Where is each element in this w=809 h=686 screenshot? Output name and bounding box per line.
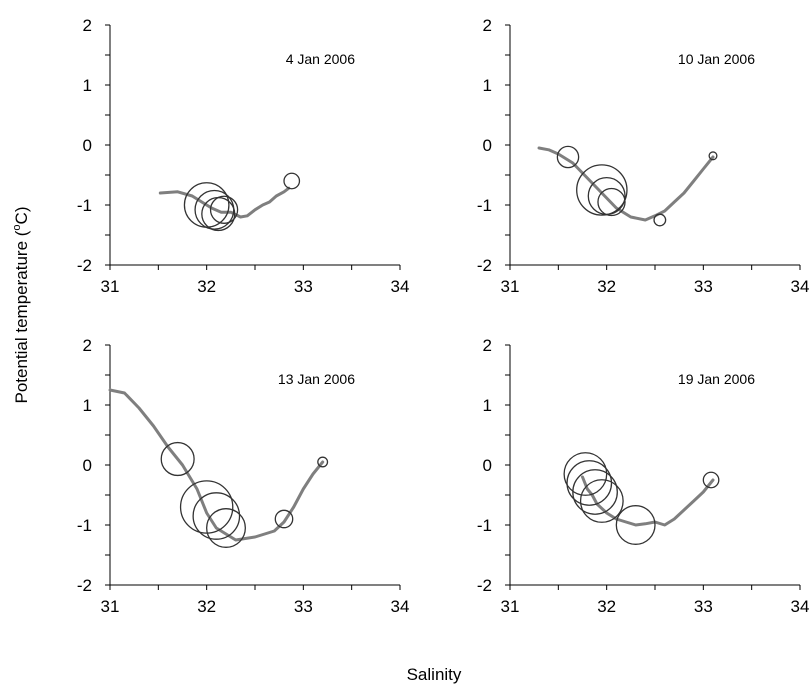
y-tick-label: 0 (83, 456, 92, 475)
y-tick-label: 1 (83, 76, 92, 95)
x-tick-label: 32 (597, 597, 616, 616)
x-tick-label: 33 (694, 277, 713, 296)
x-tick-label: 32 (197, 597, 216, 616)
y-tick-label: 2 (83, 16, 92, 35)
y-tick-label: 1 (483, 396, 492, 415)
panel-2: -2 -1 0 1 2 31 32 33 34 10 Jan 2006 (477, 16, 809, 296)
panel-date-label: 13 Jan 2006 (278, 371, 355, 387)
x-tick-label: 31 (101, 597, 120, 616)
x-tick-label: 32 (597, 277, 616, 296)
bubble-marker (283, 172, 301, 190)
bubble-marker (597, 187, 626, 217)
y-tick-label: -2 (77, 256, 92, 275)
panel-date-label: 10 Jan 2006 (678, 51, 755, 67)
bubble-marker (206, 508, 246, 548)
bubble-marker (702, 471, 720, 489)
y-axis-label-end: C) (12, 207, 31, 225)
x-tick-label: 33 (294, 277, 313, 296)
bubble-marker (576, 164, 628, 216)
panel-4: -2 -1 0 1 2 31 32 33 34 19 Jan 2006 (477, 336, 809, 616)
bubble-marker (563, 452, 608, 496)
x-tick-label: 33 (294, 597, 313, 616)
bubble-marker (653, 213, 667, 227)
bubble-marker (160, 441, 195, 477)
y-tick-label: -2 (477, 576, 492, 595)
x-tick-label: 32 (197, 277, 216, 296)
bubble-marker (566, 460, 613, 506)
y-tick-label: -1 (77, 516, 92, 535)
x-tick-label: 31 (501, 277, 520, 296)
y-axis-label: Potential temperature (oC) (11, 207, 31, 404)
bubble-marker (556, 145, 580, 169)
y-tick-label: 1 (83, 396, 92, 415)
bubble-marker (192, 492, 241, 540)
x-tick-label: 34 (391, 597, 410, 616)
series-line (581, 475, 715, 527)
series-line (537, 146, 715, 222)
x-tick-label: 34 (391, 277, 410, 296)
y-tick-label: 0 (483, 456, 492, 475)
bubble-marker (317, 456, 329, 468)
panel-date-label: 19 Jan 2006 (678, 371, 755, 387)
panel-3: -2 -1 0 1 2 31 32 33 34 13 Jan 2006 (77, 336, 410, 616)
series-line (158, 186, 291, 219)
series-line (108, 388, 325, 542)
panel-date-label: 4 Jan 2006 (286, 51, 355, 67)
bubble-marker (615, 505, 656, 545)
y-tick-label: -1 (477, 516, 492, 535)
y-tick-label: 2 (83, 336, 92, 355)
panel-1: -2 -1 0 1 2 31 32 33 34 4 Jan 2006 (77, 16, 410, 296)
y-tick-label: 1 (483, 76, 492, 95)
bubble-marker (708, 151, 718, 161)
x-tick-label: 34 (791, 597, 809, 616)
bubble-marker (579, 479, 624, 523)
y-tick-label: -2 (77, 576, 92, 595)
y-axis-label-sup: o (11, 224, 23, 230)
y-tick-label: -1 (77, 196, 92, 215)
bubble-marker (201, 196, 236, 232)
bubble-marker (179, 480, 234, 534)
y-axis-label-main: Potential temperature ( (12, 230, 31, 403)
bubble-marker (572, 469, 618, 515)
y-tick-label: 0 (483, 136, 492, 155)
x-tick-label: 33 (694, 597, 713, 616)
x-tick-label: 31 (101, 277, 120, 296)
y-tick-label: -2 (477, 256, 492, 275)
x-axis-label: Salinity (407, 665, 462, 684)
bubble-marker (209, 195, 239, 224)
y-tick-label: 0 (83, 136, 92, 155)
y-tick-label: 2 (483, 336, 492, 355)
y-tick-label: -1 (477, 196, 492, 215)
y-tick-label: 2 (483, 16, 492, 35)
x-tick-label: 34 (791, 277, 809, 296)
bubble-marker (274, 509, 294, 529)
x-tick-label: 31 (501, 597, 520, 616)
